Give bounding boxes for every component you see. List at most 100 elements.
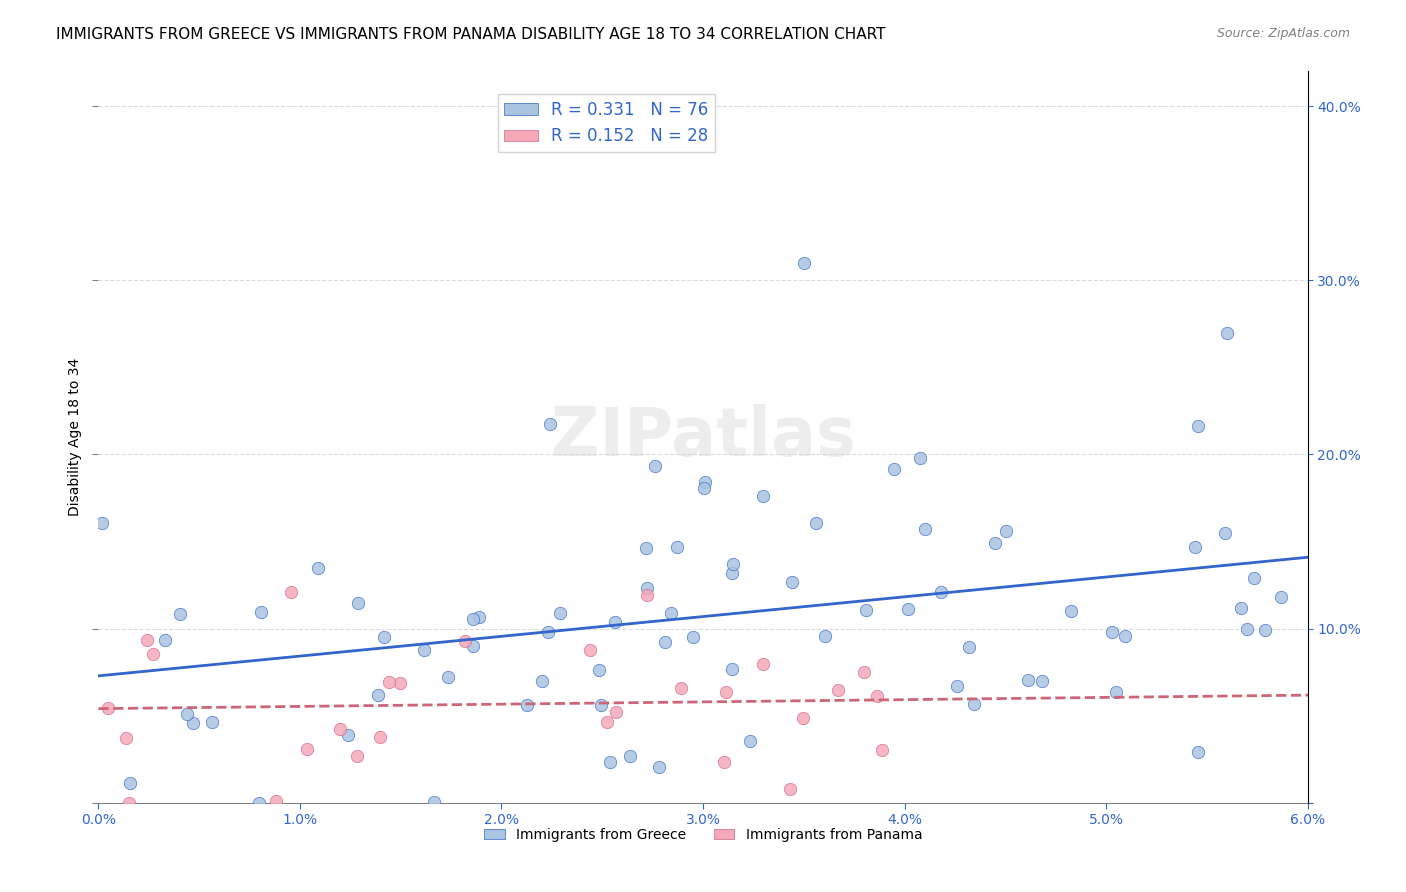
Immigrants from Greece [422, 795, 444, 809]
Immigrants from Greece [659, 606, 682, 620]
Immigrants from Panama [264, 794, 287, 808]
Immigrants from Panama [872, 743, 894, 757]
Immigrants from Greece [307, 560, 329, 574]
Immigrants from Greece [91, 516, 114, 530]
Immigrants from Greece [1243, 571, 1265, 585]
Immigrants from Panama [792, 711, 814, 725]
Immigrants from Greece [531, 674, 554, 689]
Immigrants from Panama [779, 782, 801, 797]
Immigrants from Greece [120, 776, 142, 790]
Immigrants from Greece [723, 557, 745, 571]
Immigrants from Panama [636, 588, 658, 602]
Immigrants from Greece [945, 679, 967, 693]
Immigrants from Greece [682, 630, 704, 644]
Immigrants from Greece [780, 574, 803, 589]
Immigrants from Greece [995, 524, 1018, 538]
Immigrants from Greece [1187, 745, 1209, 759]
Immigrants from Greece [181, 716, 204, 731]
Immigrants from Panama [280, 585, 302, 599]
Immigrants from Panama [389, 676, 412, 690]
Immigrants from Greece [914, 522, 936, 536]
Immigrants from Panama [142, 648, 165, 662]
Immigrants from Greece [336, 728, 359, 742]
Immigrants from Greece [804, 516, 827, 530]
Immigrants from Greece [1187, 418, 1209, 433]
Immigrants from Greece [591, 698, 613, 712]
Immigrants from Greece [963, 698, 986, 712]
Immigrants from Greece [515, 698, 537, 713]
Immigrants from Greece [463, 640, 485, 654]
Immigrants from Greece [153, 633, 176, 648]
Immigrants from Greece [1114, 629, 1136, 643]
Immigrants from Greece [468, 610, 491, 624]
Immigrants from Greece [619, 748, 641, 763]
Immigrants from Greece [1184, 541, 1206, 555]
Immigrants from Greece [644, 458, 666, 473]
Immigrants from Greece [720, 662, 742, 676]
Y-axis label: Disability Age 18 to 34: Disability Age 18 to 34 [69, 358, 83, 516]
Immigrants from Panama [346, 748, 368, 763]
Immigrants from Panama [579, 643, 602, 657]
Immigrants from Greece [984, 535, 1007, 549]
Immigrants from Greece [176, 706, 198, 721]
Immigrants from Greece [1270, 590, 1292, 604]
Immigrants from Greece [855, 603, 877, 617]
Immigrants from Panama [669, 681, 692, 695]
Immigrants from Greece [1236, 623, 1258, 637]
Immigrants from Panama [605, 705, 627, 719]
Immigrants from Greece [247, 796, 270, 810]
Text: Source: ZipAtlas.com: Source: ZipAtlas.com [1216, 27, 1350, 40]
Immigrants from Greece [654, 634, 676, 648]
Immigrants from Panama [295, 742, 318, 756]
Immigrants from Greece [1031, 674, 1053, 689]
Immigrants from Greece [897, 602, 920, 616]
Immigrants from Greece [373, 630, 395, 644]
Immigrants from Greece [367, 688, 389, 702]
Immigrants from Panama [714, 685, 737, 699]
Immigrants from Greece [695, 475, 717, 490]
Immigrants from Greece [437, 670, 460, 684]
Immigrants from Panama [115, 731, 138, 745]
Immigrants from Greece [751, 489, 773, 503]
Immigrants from Panama [852, 665, 875, 680]
Immigrants from Panama [454, 633, 477, 648]
Immigrants from Greece [1101, 625, 1123, 640]
Immigrants from Panama [329, 722, 352, 736]
Immigrants from Greece [1105, 684, 1128, 698]
Immigrants from Greece [548, 606, 571, 620]
Immigrants from Greece [693, 481, 716, 495]
Immigrants from Greece [648, 760, 671, 774]
Immigrants from Greece [201, 714, 224, 729]
Immigrants from Panama [377, 674, 399, 689]
Immigrants from Greece [463, 612, 485, 626]
Immigrants from Greece [957, 640, 980, 654]
Immigrants from Panama [596, 714, 619, 729]
Immigrants from Greece [740, 734, 762, 748]
Immigrants from Greece [1254, 623, 1277, 637]
Immigrants from Greece [1059, 604, 1081, 618]
Immigrants from Panama [713, 755, 735, 769]
Immigrants from Greece [588, 663, 610, 677]
Immigrants from Greece [883, 462, 905, 476]
Immigrants from Greece [1216, 326, 1239, 340]
Immigrants from Greece [665, 541, 688, 555]
Immigrants from Greece [538, 417, 561, 431]
Immigrants from Greece [1017, 673, 1039, 687]
Immigrants from Greece [793, 256, 815, 270]
Immigrants from Panama [368, 730, 391, 744]
Text: IMMIGRANTS FROM GREECE VS IMMIGRANTS FROM PANAMA DISABILITY AGE 18 TO 34 CORRELA: IMMIGRANTS FROM GREECE VS IMMIGRANTS FRO… [56, 27, 886, 42]
Immigrants from Greece [929, 584, 952, 599]
Legend: Immigrants from Greece, Immigrants from Panama: Immigrants from Greece, Immigrants from … [478, 822, 928, 847]
Immigrants from Greece [636, 541, 658, 555]
Immigrants from Panama [136, 632, 159, 647]
Immigrants from Greece [599, 755, 621, 769]
Immigrants from Greece [636, 581, 658, 595]
Immigrants from Panama [866, 689, 889, 703]
Immigrants from Greece [721, 566, 744, 580]
Immigrants from Panama [117, 796, 139, 810]
Immigrants from Greece [413, 642, 436, 657]
Immigrants from Greece [1213, 525, 1236, 540]
Immigrants from Greece [347, 596, 370, 610]
Immigrants from Greece [250, 605, 273, 619]
Immigrants from Panama [97, 701, 120, 715]
